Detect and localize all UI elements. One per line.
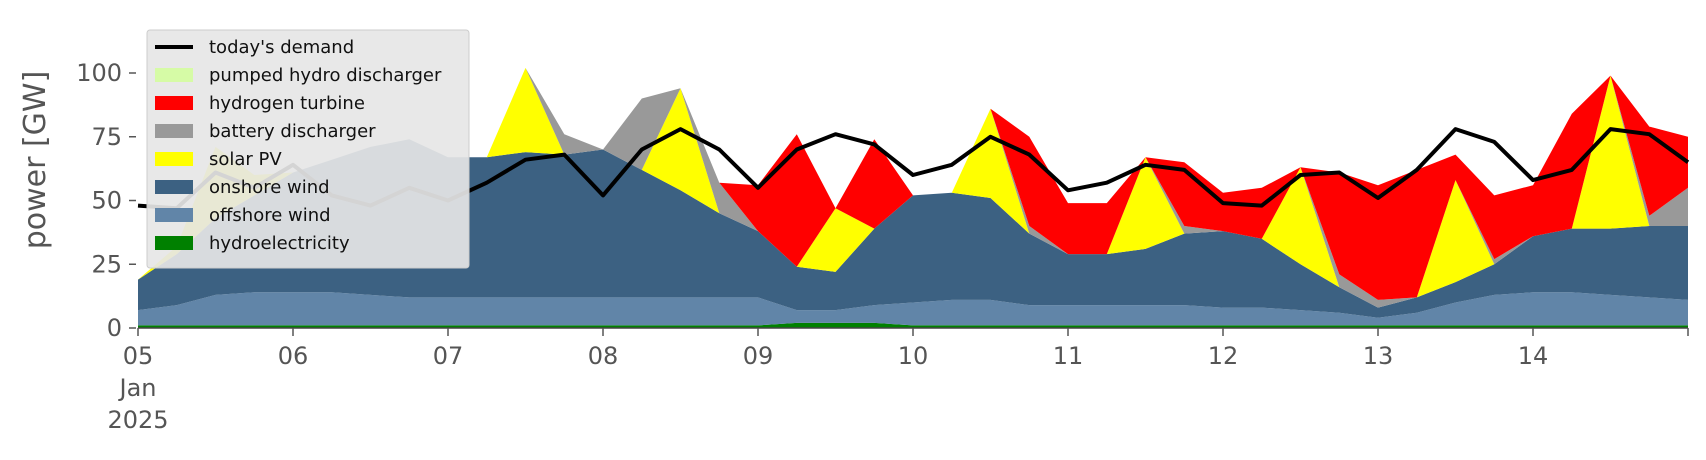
legend-swatch [155, 180, 193, 194]
legend-item: onshore wind [155, 177, 330, 198]
y-tick-label: 25 [91, 250, 122, 278]
legend-label: solar PV [209, 149, 282, 170]
legend-swatch [155, 208, 193, 222]
legend-swatch [155, 68, 193, 82]
area-offshore-wind [138, 292, 1688, 326]
area-hydroelectricity [138, 322, 1688, 328]
y-tick-label: 75 [91, 123, 122, 151]
stacked-areas [138, 67, 1688, 328]
axes: 0 25 50 75 100 05 Jan 2025 06 07 08 09 10 11 12 13 14 [76, 59, 1689, 434]
legend-label: pumped hydro discharger [209, 65, 442, 86]
x-tick-label: 05 [123, 342, 154, 370]
legend-item: pumped hydro discharger [155, 65, 442, 86]
x-tick-label: 08 [588, 342, 619, 370]
legend-swatch [155, 124, 193, 138]
x-tick-sublabel: Jan [118, 374, 157, 402]
area-solar-PV [138, 67, 1688, 308]
legend-swatch [155, 152, 193, 166]
x-tick-label: 10 [898, 342, 929, 370]
legend-label: hydrogen turbine [209, 93, 365, 114]
legend-label: battery discharger [209, 121, 376, 142]
x-tick-sublabel: 2025 [107, 406, 168, 434]
legend-item: today's demand [155, 37, 354, 58]
legend-swatch [155, 96, 193, 110]
x-tick-label: 09 [743, 342, 774, 370]
legend-item: hydrogen turbine [155, 93, 365, 114]
legend-item: hydroelectricity [155, 233, 350, 254]
y-axis-label: power [GW] [18, 71, 53, 250]
legend-item: solar PV [155, 149, 282, 170]
y-tick-label: 0 [107, 314, 122, 342]
x-tick-label: 12 [1208, 342, 1239, 370]
area-onshore-wind [138, 139, 1688, 318]
legend-label: offshore wind [209, 205, 331, 226]
x-tick-label: 06 [278, 342, 309, 370]
x-tick-label: 11 [1053, 342, 1084, 370]
legend-item: offshore wind [155, 205, 331, 226]
legend-label: onshore wind [209, 177, 330, 198]
x-tick-label: 13 [1363, 342, 1394, 370]
legend-item: battery discharger [155, 121, 376, 142]
x-tick-label: 07 [433, 342, 464, 370]
legend-label: today's demand [209, 37, 354, 58]
y-tick-label: 50 [91, 187, 122, 215]
y-tick-label: 100 [76, 59, 122, 87]
legend-swatch [155, 236, 193, 250]
x-tick-label: 14 [1518, 342, 1549, 370]
legend-box [146, 29, 470, 269]
legend-label: hydroelectricity [209, 233, 350, 254]
legend: today's demand pumped hydro discharger hyd… [146, 29, 470, 269]
